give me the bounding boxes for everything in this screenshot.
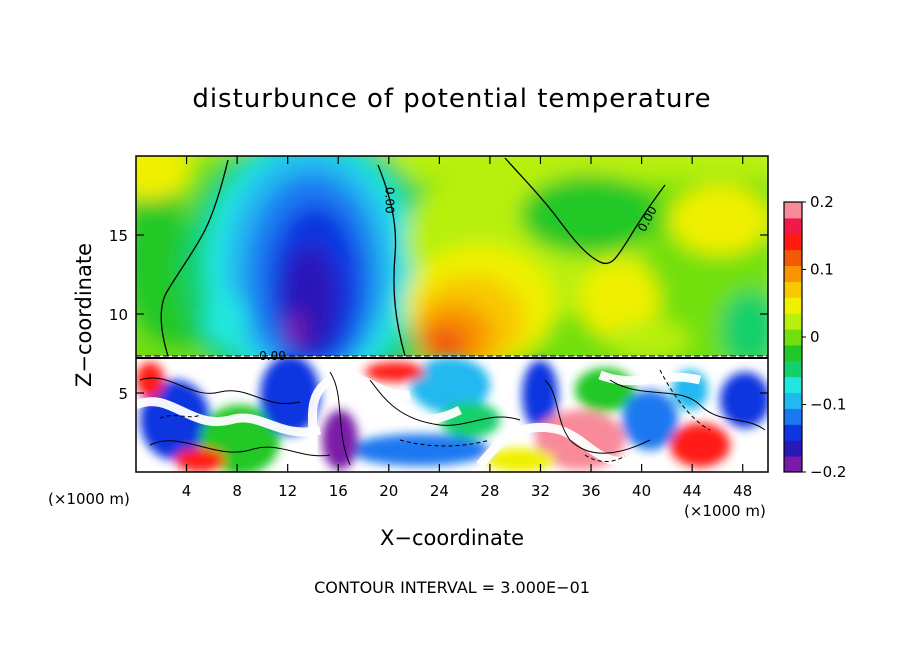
contour-label: 0.00 xyxy=(382,187,396,214)
y-tick-label: 15 xyxy=(109,227,128,245)
x-tick-label: 12 xyxy=(278,482,297,500)
x-unit-label-right: (×1000 m) xyxy=(684,502,766,520)
colorbar-tick-label: −0.1 xyxy=(810,396,846,414)
x-tick-label: 28 xyxy=(480,482,499,500)
colorbar-segment xyxy=(784,344,802,362)
x-tick-label: 32 xyxy=(531,482,550,500)
colorbar-segment xyxy=(784,233,802,251)
colorbar-segment xyxy=(784,440,802,457)
colorbar-segment xyxy=(784,217,802,235)
colorbar-segment xyxy=(784,408,802,425)
colorbar-tick-label: −0.2 xyxy=(810,463,846,481)
colorbar-segment xyxy=(784,329,802,346)
chart-title: disturbunce of potential temperature xyxy=(192,84,712,114)
x-tick-label: 40 xyxy=(632,482,651,500)
potential-temperature-field xyxy=(136,156,768,472)
x-tick-label: 8 xyxy=(232,482,242,500)
x-axis-label: X−coordinate xyxy=(380,526,524,550)
x-tick-label: 48 xyxy=(733,482,752,500)
colorbar-segment xyxy=(784,281,802,298)
x-tick-label: 16 xyxy=(329,482,348,500)
x-tick-label: 4 xyxy=(182,482,192,500)
colorbar-segment xyxy=(784,392,802,409)
x-tick-label: 44 xyxy=(683,482,702,500)
colorbar-tick-label: 0.2 xyxy=(810,193,834,211)
colorbar-segment xyxy=(784,202,802,219)
colorbar-segment xyxy=(784,456,802,473)
colorbar-segment xyxy=(784,376,802,394)
colorbar-tick-label: 0.1 xyxy=(810,261,834,279)
colorbar-segment xyxy=(784,297,802,314)
colorbar-segment xyxy=(784,249,802,267)
y-tick-label: 5 xyxy=(118,385,128,403)
x-unit-label-left: (×1000 m) xyxy=(48,490,130,508)
colorbar-segment xyxy=(784,313,802,330)
colorbar-segment xyxy=(784,360,802,378)
x-tick-label: 20 xyxy=(379,482,398,500)
y-axis: 5 10 15 xyxy=(109,227,768,403)
y-axis-label: Z−coordinate xyxy=(72,243,96,387)
colorbar-segment xyxy=(784,424,802,441)
x-tick-label: 24 xyxy=(430,482,449,500)
colorbar: 0.2 0.1 0 −0.1 −0.2 xyxy=(783,193,846,481)
contour-label: 0.00 xyxy=(259,349,286,363)
x-axis: 4 8 12 16 20 24 28 32 36 40 44 48 xyxy=(182,156,752,500)
colorbar-tick-label: 0 xyxy=(810,328,820,346)
y-tick-label: 10 xyxy=(109,306,128,324)
x-tick-label: 36 xyxy=(581,482,600,500)
colorbar-segment xyxy=(784,265,802,282)
contour-interval-note: CONTOUR INTERVAL = 3.000E−01 xyxy=(314,578,590,597)
